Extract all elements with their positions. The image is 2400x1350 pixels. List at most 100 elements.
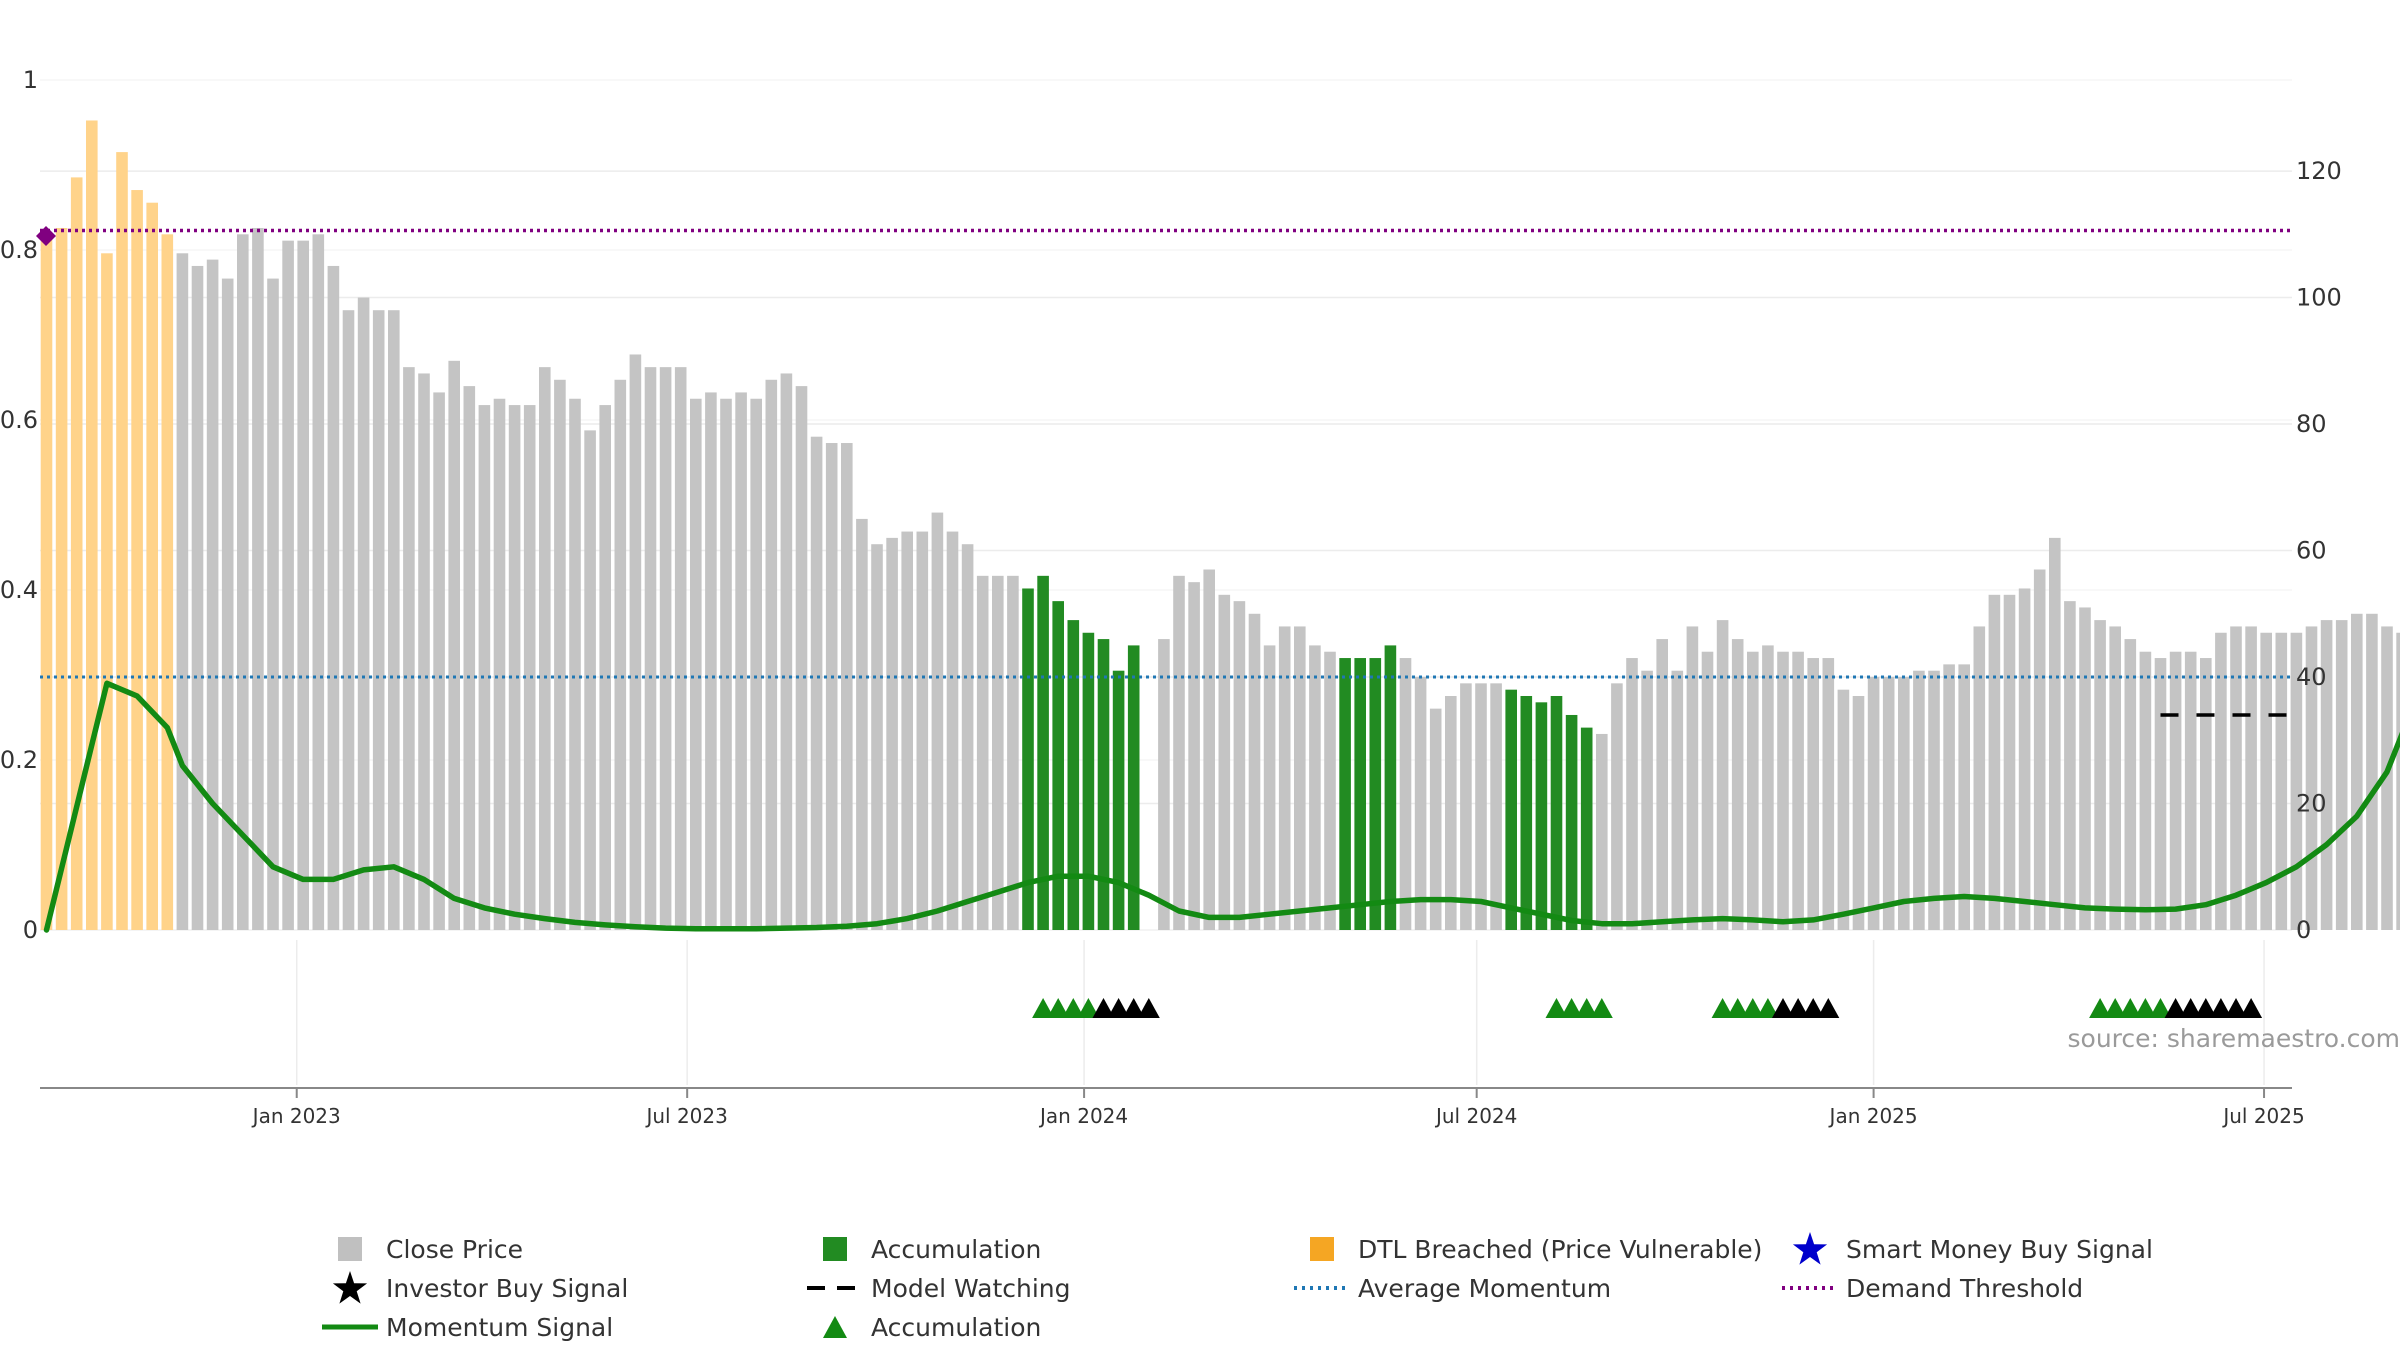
legend-label: Smart Money Buy Signal bbox=[1846, 1234, 2153, 1264]
x-tick-label: Jan 2023 bbox=[251, 1104, 341, 1128]
price-bar bbox=[2124, 639, 2137, 930]
price-bar bbox=[372, 310, 385, 930]
price-bar bbox=[1852, 695, 1865, 930]
source-credit: source: sharemaestro.com bbox=[2067, 1024, 2400, 1053]
price-bar bbox=[433, 392, 445, 930]
price-bar bbox=[1369, 658, 1382, 930]
price-bar bbox=[1309, 645, 1321, 930]
price-bar bbox=[1263, 645, 1276, 930]
price-bar bbox=[1882, 677, 1895, 930]
price-bar bbox=[342, 310, 355, 930]
price-bar bbox=[116, 152, 128, 931]
legend-label: Model Watching bbox=[871, 1273, 1071, 1303]
accumulation-markers bbox=[1032, 998, 2263, 1018]
line-icon bbox=[320, 1308, 380, 1346]
grid-lines bbox=[40, 79, 2292, 1085]
price-bar bbox=[2396, 632, 2400, 930]
price-bar bbox=[961, 544, 974, 930]
legend-item: Model Watching bbox=[805, 1269, 1071, 1307]
price-bar bbox=[825, 443, 838, 930]
price-bar bbox=[1173, 575, 1185, 930]
accumulation-triangle bbox=[2104, 998, 2127, 1018]
price-bar bbox=[690, 398, 702, 930]
accumulation-triangle bbox=[1062, 998, 1085, 1018]
price-bar bbox=[2260, 632, 2272, 930]
accumulation-triangle bbox=[1575, 998, 1598, 1018]
price-bar bbox=[1943, 664, 1955, 930]
price-bar bbox=[1067, 620, 1080, 930]
price-bar bbox=[1626, 658, 1638, 930]
price-bar bbox=[1822, 658, 1835, 930]
price-bar bbox=[2003, 594, 2016, 930]
price-bar bbox=[856, 518, 868, 930]
price-bar bbox=[765, 379, 778, 930]
price-bar bbox=[2079, 607, 2091, 930]
price-bar bbox=[1565, 714, 1578, 930]
star-icon bbox=[1780, 1230, 1840, 1268]
price-bar bbox=[644, 367, 657, 930]
price-bar bbox=[2215, 632, 2227, 930]
price-bar bbox=[659, 367, 672, 930]
price-bar bbox=[1460, 683, 1472, 930]
legend-item: Accumulation bbox=[805, 1230, 1041, 1268]
price-bar bbox=[886, 537, 898, 930]
accumulation-triangle bbox=[1560, 998, 1583, 1018]
price-bar bbox=[1248, 613, 1261, 930]
accumulation-triangle-black bbox=[1137, 998, 1160, 1018]
price-bar bbox=[1596, 733, 1608, 930]
price-bar bbox=[569, 398, 581, 930]
x-tick-label: Jan 2024 bbox=[1038, 1104, 1128, 1128]
price-bar bbox=[841, 443, 853, 930]
price-bar bbox=[1520, 695, 1533, 930]
price-bar bbox=[1505, 689, 1517, 930]
price-bar bbox=[2064, 601, 2076, 930]
legend: Close Price Investor Buy Signal Momentum S… bbox=[0, 1210, 2400, 1350]
price-bar bbox=[357, 297, 370, 930]
price-bar bbox=[1671, 670, 1684, 930]
price-bar bbox=[674, 367, 687, 930]
x-axis: Jan 2023 Jul 2023 Jan 2024 Jul 2024 Jan 2025… bbox=[40, 1087, 2305, 1128]
accumulation-triangle-black bbox=[1122, 998, 1145, 1018]
price-bar bbox=[2381, 626, 2393, 930]
price-bar bbox=[901, 531, 913, 930]
right-tick-label: 100 bbox=[2296, 284, 2342, 312]
price-bar bbox=[1580, 727, 1593, 930]
price-bar bbox=[1490, 683, 1502, 930]
price-bar bbox=[70, 177, 83, 931]
price-bar bbox=[1641, 670, 1653, 930]
price-bar bbox=[1097, 639, 1110, 930]
price-bar bbox=[1354, 658, 1366, 930]
price-bar bbox=[2335, 620, 2348, 930]
price-bar bbox=[1867, 677, 1880, 930]
price-bar bbox=[1022, 588, 1034, 930]
price-bar bbox=[720, 398, 732, 930]
price-bar bbox=[1535, 702, 1548, 930]
right-tick-label: 80 bbox=[2296, 410, 2327, 438]
left-tick-label: 0.6 bbox=[0, 406, 38, 434]
price-bar bbox=[1414, 677, 1427, 930]
price-bar bbox=[1716, 620, 1729, 930]
price-bar bbox=[2139, 651, 2152, 930]
accumulation-triangle-black bbox=[1107, 998, 1130, 1018]
price-bar bbox=[810, 436, 823, 930]
price-bar bbox=[312, 234, 325, 930]
legend-label: Average Momentum bbox=[1358, 1273, 1612, 1303]
price-bar bbox=[2109, 626, 2121, 930]
price-bar bbox=[554, 379, 566, 930]
accumulation-triangle bbox=[1032, 998, 1055, 1018]
price-bar bbox=[40, 234, 53, 930]
price-bar bbox=[1384, 645, 1397, 930]
price-bar bbox=[2094, 620, 2106, 930]
price-bar bbox=[1278, 626, 1291, 930]
accumulation-triangle-black bbox=[2240, 998, 2263, 1018]
price-bar bbox=[599, 405, 611, 930]
price-bar bbox=[2320, 620, 2333, 930]
price-bar bbox=[252, 227, 264, 930]
accumulation-triangle-black bbox=[2194, 998, 2217, 1018]
price-bar bbox=[2366, 613, 2378, 930]
legend-item: Smart Money Buy Signal bbox=[1780, 1230, 2153, 1268]
price-bar bbox=[1112, 670, 1125, 930]
legend-item: Accumulation bbox=[805, 1308, 1041, 1346]
price-bar bbox=[101, 253, 113, 930]
price-bar bbox=[1203, 569, 1215, 930]
